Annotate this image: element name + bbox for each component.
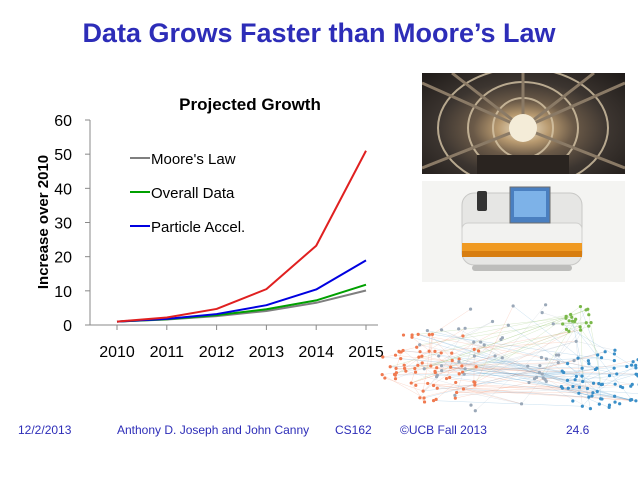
- footer-date: 12/2/2013: [18, 423, 72, 437]
- particle-detector-photo: [422, 73, 625, 174]
- footer-page-number: 24.6: [566, 423, 590, 437]
- y-tick-label: 40: [54, 181, 72, 198]
- y-tick-label: 50: [54, 147, 72, 164]
- slide-title: Data Grows Faster than Moore’s Law: [82, 18, 556, 48]
- y-tick-label: 30: [54, 216, 72, 233]
- y-tick-label: 0: [63, 318, 72, 335]
- x-tick-label: 2013: [249, 344, 285, 361]
- chart-title: Projected Growth: [179, 95, 321, 114]
- x-tick-label: 2011: [150, 344, 185, 361]
- legend-label-3: Particle Accel.: [151, 219, 245, 236]
- x-tick-label: 2010: [99, 344, 135, 361]
- x-tick-label: 2015: [348, 344, 384, 361]
- series-line-3: [116, 259, 367, 323]
- legend-label-2: Overall Data: [151, 185, 235, 202]
- legend-label-1: Moore's Law: [151, 151, 236, 168]
- y-tick-label: 60: [54, 113, 72, 130]
- x-tick-label: 2012: [199, 344, 235, 361]
- footer-course: CS162: [335, 423, 372, 437]
- dna-sequencer-photo: [422, 181, 625, 282]
- footer-authors: Anthony D. Joseph and John Canny: [117, 423, 310, 437]
- y-tick-label: 20: [54, 250, 72, 267]
- network-graph-visualization: [380, 285, 638, 435]
- y-axis-label: Increase over 2010: [35, 155, 52, 289]
- x-tick-label: 2014: [298, 344, 334, 361]
- series-line-4: [116, 150, 367, 323]
- series-line-1: [116, 289, 367, 323]
- footer-copyright: ©UCB Fall 2013: [400, 423, 487, 437]
- y-tick-label: 10: [54, 284, 72, 301]
- projected-growth-chart: 0 10 20 30 40 50 60 2010 2011 2012 2013 2014 2015 Pro…: [35, 95, 384, 361]
- series-line-2: [116, 283, 367, 323]
